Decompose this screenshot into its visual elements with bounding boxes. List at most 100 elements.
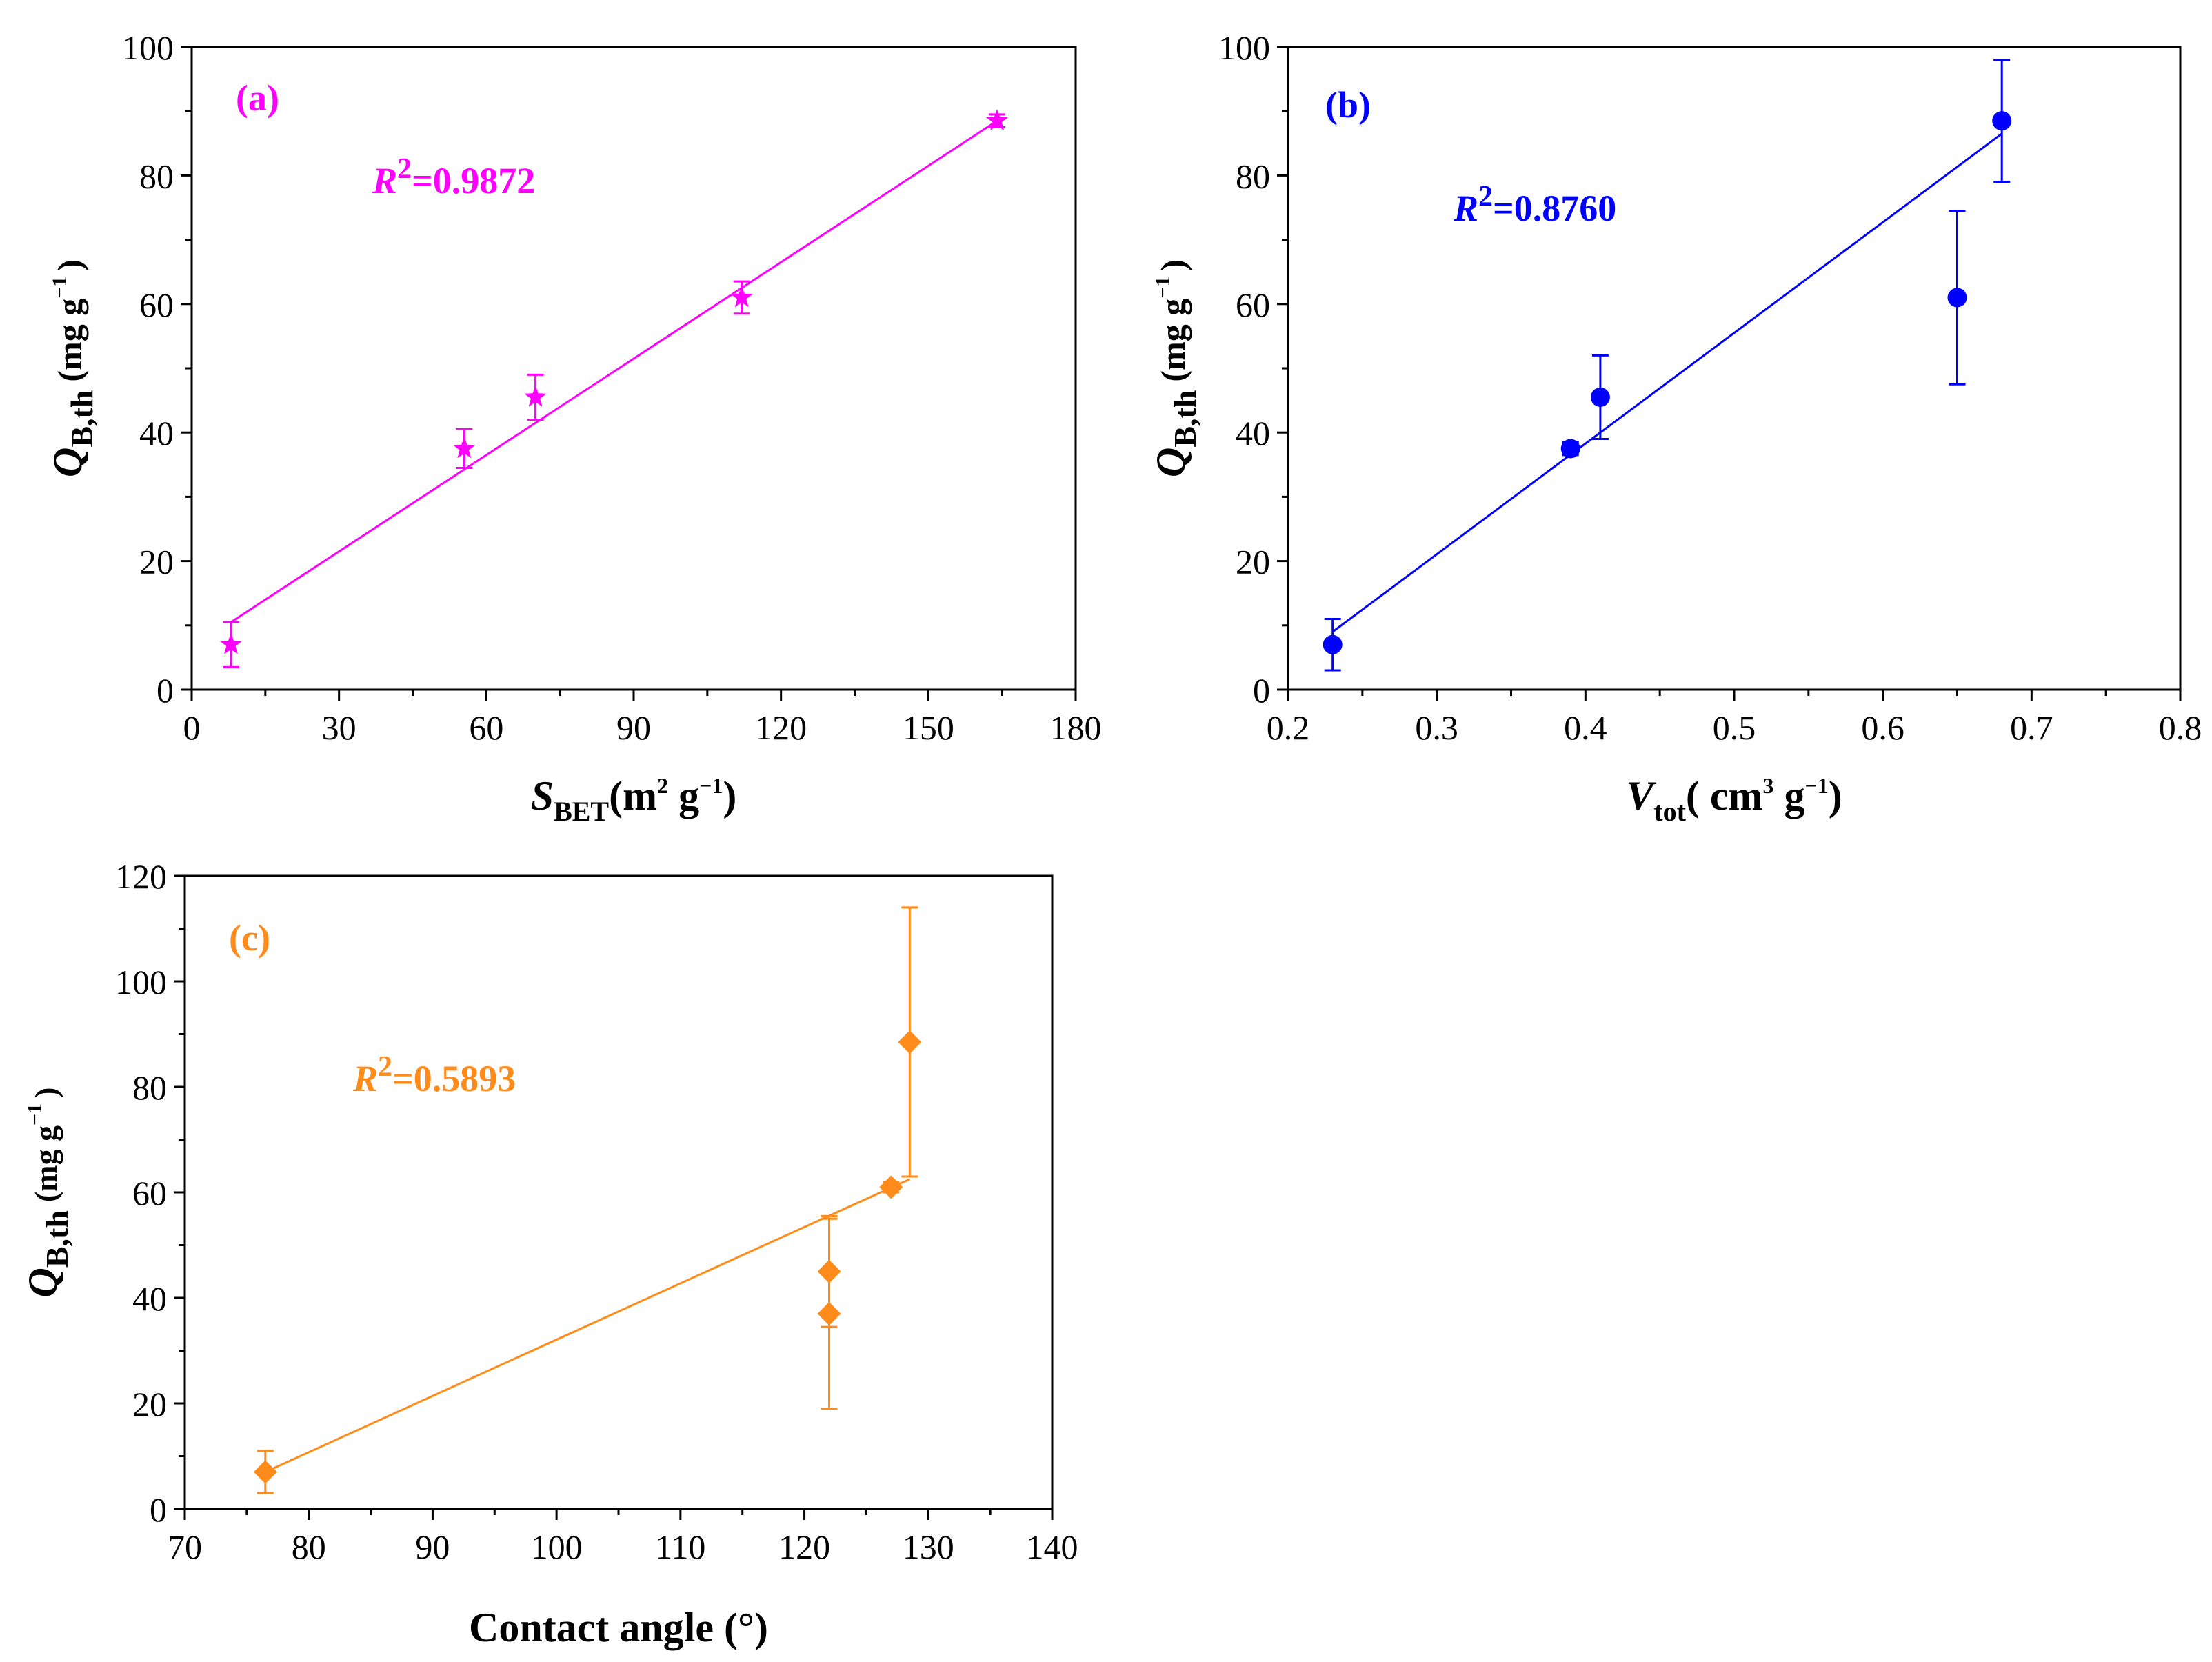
x-tick-label-c: 120 xyxy=(778,1528,830,1566)
fit-line-b xyxy=(1333,134,2002,632)
x-tick-label-c: 70 xyxy=(168,1528,202,1566)
panel-label-c: (c) xyxy=(229,917,270,959)
data-marks-a xyxy=(220,109,1008,667)
data-point-b xyxy=(1992,111,2011,130)
y-units-c: (mg g xyxy=(28,1125,63,1202)
y-axis-label-b: QB,th (mg g−1) xyxy=(1148,259,1203,477)
fit-line-a xyxy=(231,121,997,622)
r2-annotation-b: R2=0.8760 xyxy=(1453,181,1616,229)
x-tick-label-c: 130 xyxy=(903,1528,954,1566)
plot-frame-c xyxy=(185,876,1052,1509)
x-tick-label-c: 90 xyxy=(415,1528,450,1566)
y-tick-label-c: 20 xyxy=(132,1385,167,1423)
panel-label-b: (b) xyxy=(1325,84,1371,126)
axis-ticks-c: 70 80 90 100 110 120 130 140 0 20 40 60 80 100 120 xyxy=(115,857,1078,1566)
x-tick-label-a: 150 xyxy=(903,708,954,747)
figure: 0 30 60 90 120 150 180 0 20 40 60 80 100 (a) R2=0.98… xyxy=(0,0,2212,1659)
x-tick-label-b: 0.3 xyxy=(1415,708,1458,747)
panel-c: 70 80 90 100 110 120 130 140 0 20 40 60 80 100 120 (c)… xyxy=(20,857,1078,1650)
y-sup-b: −1 xyxy=(1152,277,1174,299)
y-tick-label-b: 0 xyxy=(1253,671,1270,710)
x-tick-label-c: 110 xyxy=(655,1528,705,1566)
x-sup1-a: 2 xyxy=(657,773,668,798)
x-tick-label-c: 100 xyxy=(531,1528,583,1566)
y-tick-label-b: 20 xyxy=(1236,543,1270,581)
x-units-end-b: ) xyxy=(1829,773,1842,819)
data-point-c xyxy=(254,1460,277,1483)
r2-sup-b: 2 xyxy=(1478,181,1493,212)
x-tick-label-a: 60 xyxy=(469,708,503,747)
y-sup-c: −1 xyxy=(23,1103,46,1125)
r2-value-c: =0.5893 xyxy=(392,1058,516,1099)
x-tick-label-a: 30 xyxy=(322,708,356,747)
data-point-b xyxy=(1561,439,1580,459)
y-tick-label-c: 60 xyxy=(132,1174,167,1212)
r2-sup-c: 2 xyxy=(378,1051,392,1083)
y-tick-label-c: 0 xyxy=(150,1490,167,1529)
x-tick-label-b: 0.2 xyxy=(1267,708,1310,747)
y-tick-label-c: 80 xyxy=(132,1068,167,1107)
y-tick-label-a: 80 xyxy=(139,157,174,195)
y-sub-c: B,th xyxy=(39,1210,74,1268)
y-tick-label-c: 100 xyxy=(115,963,167,1001)
x-units-mid-b: g xyxy=(1774,773,1805,819)
x-units-mid-a: g xyxy=(668,773,699,819)
x-tick-label-a: 0 xyxy=(183,708,201,747)
x-symbol-b: V xyxy=(1626,773,1657,819)
y-axis-label-a: QB,th (mg g−1) xyxy=(45,259,99,477)
plot-frame-b xyxy=(1288,47,2180,690)
x-sub-a: BET xyxy=(554,796,609,827)
x-tick-label-a: 120 xyxy=(755,708,807,747)
y-units-a: (mg g xyxy=(50,299,89,382)
data-point-c xyxy=(879,1175,903,1199)
figure-svg: 0 30 60 90 120 150 180020406080100 (a) R2=0.98… xyxy=(0,0,2212,1659)
x-tick-label-b: 0.8 xyxy=(2159,708,2202,747)
y-tick-label-a: 40 xyxy=(139,414,174,452)
r2-symbol-c: R xyxy=(352,1058,378,1099)
x-units-b: ( cm xyxy=(1686,773,1763,819)
y-symbol-c: Q xyxy=(20,1268,66,1297)
fit-line-c xyxy=(265,1179,910,1472)
y-tick-label-a: 100 xyxy=(122,28,174,67)
y-symbol-b: Q xyxy=(1148,448,1194,477)
y-units-end-a: ) xyxy=(50,259,89,271)
x-axis-label-c: Contact angle (°) xyxy=(469,1605,768,1650)
data-point-b xyxy=(1323,635,1343,654)
y-units-b: (mg g xyxy=(1154,299,1192,382)
data-point-b xyxy=(1591,388,1610,407)
y-symbol-a: Q xyxy=(45,448,90,477)
r2-symbol-a: R xyxy=(372,160,397,201)
x-symbol-a: S xyxy=(531,773,554,819)
x-sup2-a: −1 xyxy=(699,773,723,798)
r2-sup-a: 2 xyxy=(397,153,412,185)
y-tick-label-a: 20 xyxy=(139,543,174,581)
y-units-end-c: ) xyxy=(28,1087,63,1097)
y-tick-label-a: 60 xyxy=(139,286,174,324)
y-sub-b: B,th xyxy=(1167,390,1203,448)
panel-label-a: (a) xyxy=(236,77,279,119)
plot-frame-a xyxy=(192,47,1076,690)
y-units-end-b: ) xyxy=(1154,259,1192,271)
r2-symbol-b: R xyxy=(1453,188,1478,229)
y-tick-label-b: 60 xyxy=(1236,286,1270,324)
r2-value-b: =0.8760 xyxy=(1493,188,1616,229)
y-tick-label-b: 100 xyxy=(1218,28,1270,67)
x-sup1-b: 3 xyxy=(1763,773,1774,798)
data-point-c xyxy=(898,1030,921,1054)
x-axis-label-a: SBET(m2 g−1) xyxy=(531,773,737,827)
data-marks-c xyxy=(254,908,922,1493)
y-sub-a: B,th xyxy=(64,390,99,448)
x-tick-label-c: 140 xyxy=(1027,1528,1078,1566)
y-tick-label-a: 0 xyxy=(157,671,174,710)
x-tick-label-a: 90 xyxy=(616,708,651,747)
data-marks-b xyxy=(1323,60,2012,670)
x-tick-label-b: 0.6 xyxy=(1861,708,1904,747)
x-units-end-a: ) xyxy=(723,773,736,819)
x-sub-b: tot xyxy=(1653,796,1686,827)
data-point-b xyxy=(1948,288,1967,307)
r2-value-a: =0.9872 xyxy=(412,160,535,201)
panel-b: 0.2 0.3 0.4 0.5 0.6 0.7 0.8020406080100 (b) R2… xyxy=(1148,28,2202,827)
y-sup-a: −1 xyxy=(48,277,71,299)
y-tick-label-c: 120 xyxy=(115,857,167,896)
